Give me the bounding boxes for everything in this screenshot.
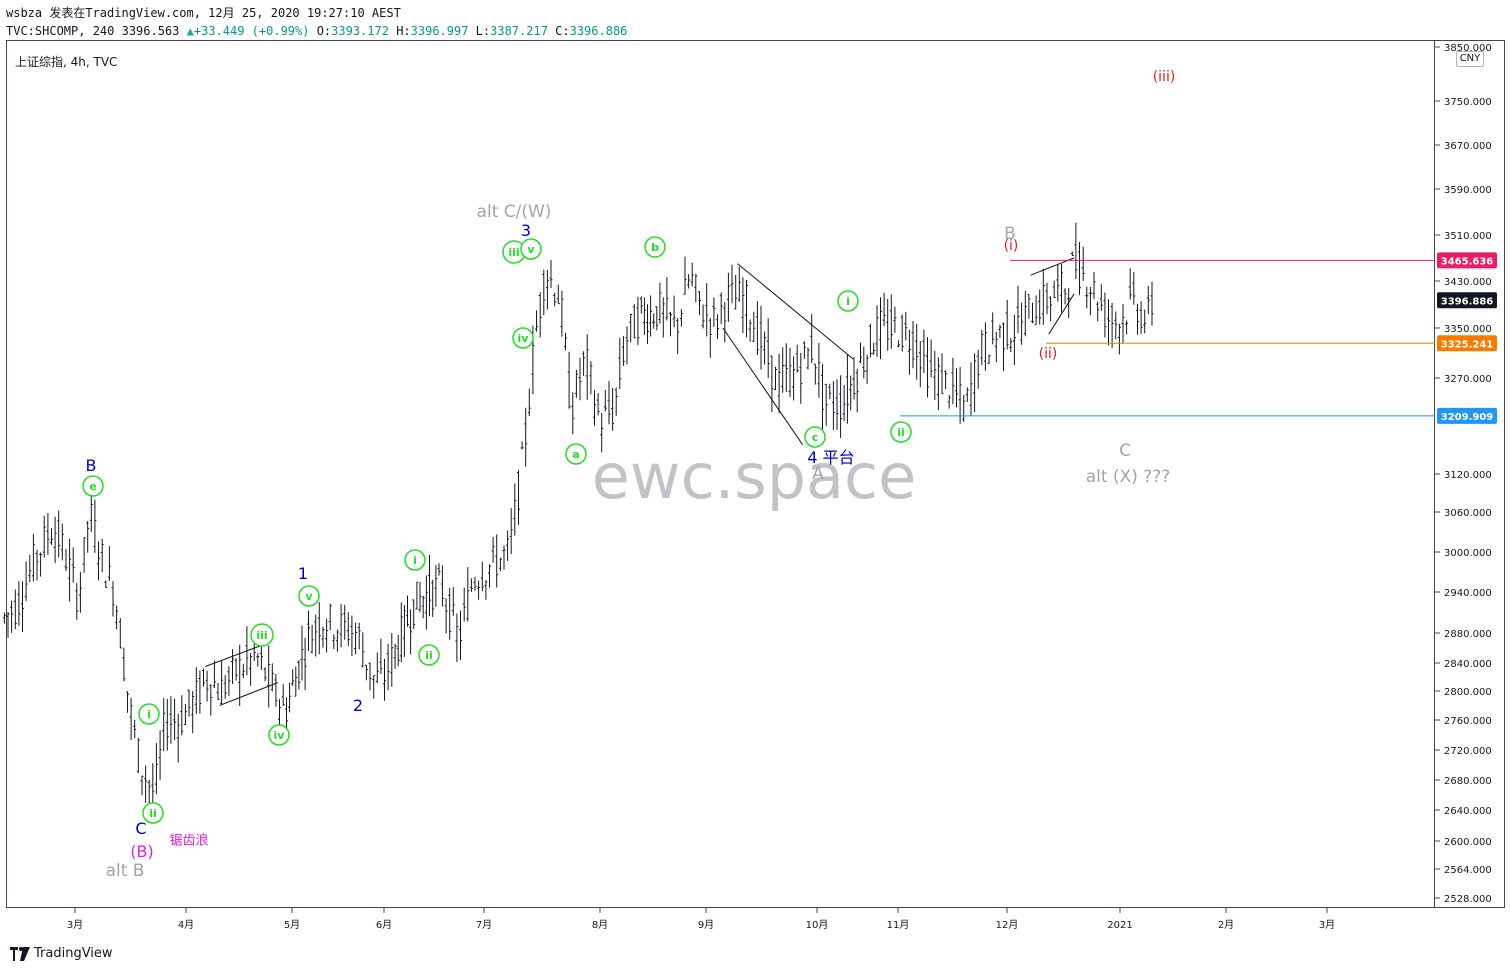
high-label: H: <box>396 24 411 38</box>
x-tick-label: 7月 <box>476 919 492 931</box>
x-tick-label: 8月 <box>592 919 608 931</box>
x-tick-label: 12月 <box>996 919 1019 931</box>
x-tick-label: 2021 <box>1107 920 1132 931</box>
low-value: 3387.217 <box>490 24 548 38</box>
publish-info: 发表在TradingView.com, 12月 25, 2020 19:27:1… <box>49 6 401 20</box>
x-tick-label: 6月 <box>376 919 392 931</box>
author-name[interactable]: wsbza <box>6 6 43 20</box>
x-tick-label: 5月 <box>284 919 300 931</box>
x-tick-label: 10月 <box>806 919 829 931</box>
x-tick-label: 2月 <box>1218 919 1234 931</box>
x-tick-label: 4月 <box>178 919 194 931</box>
close-value: 3396.886 <box>569 24 628 38</box>
up-arrow-icon: ▲ <box>186 24 194 38</box>
open-label: O: <box>316 24 332 38</box>
open-value: 3393.172 <box>331 24 389 38</box>
chart-pane[interactable] <box>6 40 1435 908</box>
footer-brand[interactable]: TradingView <box>10 946 113 961</box>
tradingview-logo-icon <box>10 946 30 961</box>
x-tick-label: 3月 <box>67 919 83 931</box>
symbol-interval: TVC:SHCOMP, 240 <box>6 24 115 38</box>
price-change: +33.449 (+0.99%) <box>193 24 310 38</box>
x-tick-label: 9月 <box>698 919 714 931</box>
ohlc-line: TVC:SHCOMP, 240 3396.563 ▲+33.449 (+0.99… <box>6 22 627 40</box>
low-label: L: <box>475 24 491 38</box>
last-price: 3396.563 <box>121 24 180 38</box>
x-tick-label: 11月 <box>887 919 910 931</box>
currency-badge[interactable]: CNY <box>1456 51 1484 67</box>
price-axis[interactable] <box>1435 40 1505 908</box>
x-tick-label: 3月 <box>1319 919 1335 931</box>
chart-header: wsbza 发表在TradingView.com, 12月 25, 2020 1… <box>6 4 627 40</box>
close-label: C: <box>555 24 570 38</box>
x-axis-ticks: 3月 4月 5月 6月 7月 8月 9月 10月 11月 12月 2021 2月 3月 <box>67 908 1335 931</box>
publish-line: wsbza 发表在TradingView.com, 12月 25, 2020 1… <box>6 4 627 22</box>
chart-title: 上证综指, 4h, TVC <box>15 55 118 69</box>
high-value: 3396.997 <box>410 24 469 38</box>
footer-brand-text: TradingView <box>34 946 113 961</box>
